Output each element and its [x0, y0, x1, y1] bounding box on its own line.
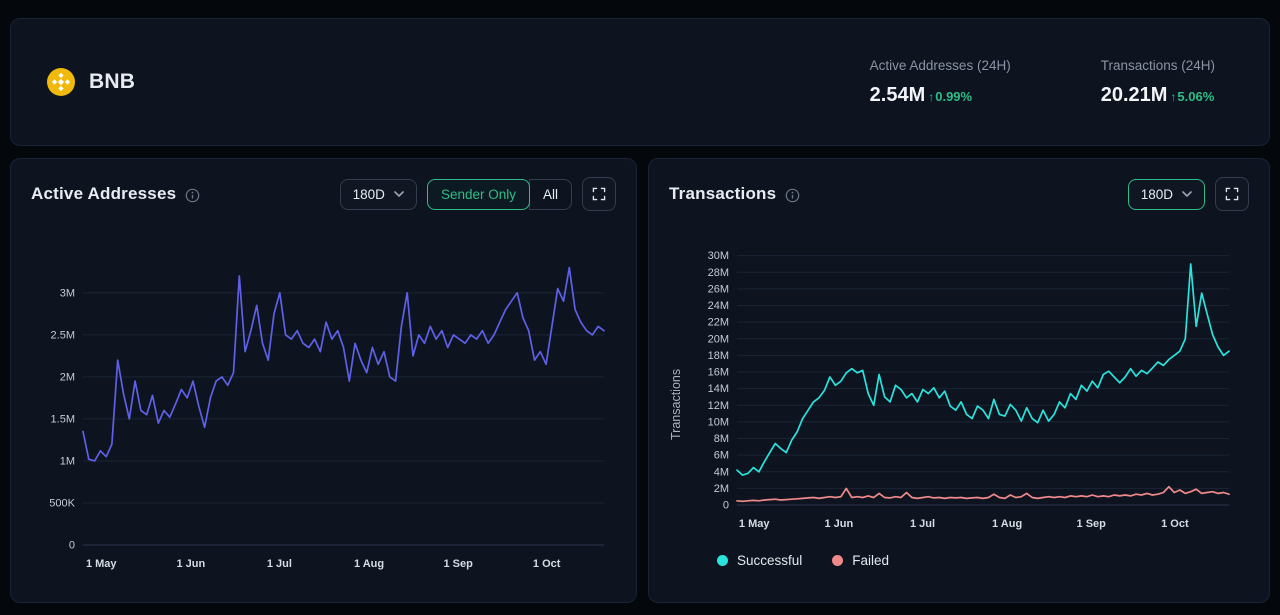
svg-text:8M: 8M	[714, 433, 729, 445]
active-addresses-card: Active Addresses 180D Sender Only All	[10, 158, 637, 603]
svg-text:2M: 2M	[714, 483, 729, 495]
range-selector-dropdown[interactable]: 180D	[1128, 179, 1205, 210]
svg-text:24M: 24M	[708, 300, 729, 312]
svg-text:1 May: 1 May	[739, 518, 770, 530]
info-icon[interactable]	[785, 188, 800, 203]
transactions-chart[interactable]: 0 2M 4M 6M 8M 10M 12M 14M 16M 18M 20M 22M 24M 26M 28M 3…	[691, 239, 1243, 539]
svg-text:1 Sep: 1 Sep	[443, 558, 473, 570]
metric-change-value: 5.06%	[1177, 89, 1214, 104]
header-metrics: Active Addresses (24H) 2.54M ↑0.99% Tran…	[870, 58, 1239, 107]
sender-filter-toggle: Sender Only All	[427, 179, 572, 210]
svg-text:10M: 10M	[708, 416, 729, 428]
svg-text:12M: 12M	[708, 400, 729, 412]
metric-label: Transactions (24H)	[1101, 58, 1215, 73]
legend-label: Successful	[737, 553, 802, 568]
svg-text:2M: 2M	[60, 371, 75, 383]
dashboard-page: BNB Active Addresses (24H) 2.54M ↑0.99% …	[0, 0, 1280, 613]
metric-active-addresses: Active Addresses (24H) 2.54M ↑0.99%	[870, 58, 1011, 107]
coin-name: BNB	[89, 70, 135, 94]
svg-text:14M: 14M	[708, 383, 729, 395]
metric-label: Active Addresses (24H)	[870, 58, 1011, 73]
range-selector-dropdown[interactable]: 180D	[340, 179, 417, 210]
svg-text:1 Oct: 1 Oct	[1161, 518, 1189, 530]
svg-text:1 Jul: 1 Jul	[910, 518, 935, 530]
range-selector-value: 180D	[1141, 187, 1173, 202]
svg-text:26M: 26M	[708, 283, 729, 295]
svg-text:1 Jun: 1 Jun	[176, 558, 205, 570]
metric-change: ↑0.99%	[928, 89, 972, 104]
active-addresses-chart[interactable]: 0 500K 1M 1.5M 2M 2.5M 3M 1 May 1 Jun 1 Jul 1 Aug 1…	[31, 239, 616, 585]
fullscreen-icon	[1224, 186, 1240, 202]
svg-text:2.5M: 2.5M	[51, 329, 75, 341]
svg-text:500K: 500K	[49, 497, 75, 509]
y-axis-title: Transactions	[669, 239, 691, 539]
transactions-card: Transactions 180D Transactions	[648, 158, 1270, 603]
svg-text:30M: 30M	[708, 250, 729, 262]
svg-text:20M: 20M	[708, 333, 729, 345]
svg-text:1 Aug: 1 Aug	[354, 558, 384, 570]
legend-successful[interactable]: Successful	[717, 553, 802, 568]
chevron-down-icon	[1182, 191, 1192, 197]
range-selector-value: 180D	[353, 187, 385, 202]
card-title: Active Addresses	[31, 184, 176, 204]
svg-text:0: 0	[723, 500, 729, 512]
svg-text:28M: 28M	[708, 267, 729, 279]
metric-transactions: Transactions (24H) 20.21M ↑5.06%	[1101, 58, 1215, 107]
bnb-coin-icon	[47, 68, 75, 96]
svg-text:1 Jul: 1 Jul	[267, 558, 292, 570]
card-title: Transactions	[669, 184, 776, 204]
failed-dot-icon	[832, 555, 843, 566]
fullscreen-button[interactable]	[1215, 177, 1249, 211]
metric-change-value: 0.99%	[935, 89, 972, 104]
legend-label: Failed	[852, 553, 889, 568]
svg-text:3M: 3M	[60, 287, 75, 299]
svg-text:22M: 22M	[708, 317, 729, 329]
svg-text:1 May: 1 May	[86, 558, 117, 570]
svg-text:18M: 18M	[708, 350, 729, 362]
svg-text:1 Oct: 1 Oct	[533, 558, 561, 570]
chart-legend: Successful Failed	[717, 553, 1249, 568]
up-arrow-icon: ↑	[928, 90, 934, 104]
toggle-sender-only[interactable]: Sender Only	[427, 179, 530, 210]
up-arrow-icon: ↑	[1170, 90, 1176, 104]
metric-change: ↑5.06%	[1170, 89, 1214, 104]
charts-row: Active Addresses 180D Sender Only All	[10, 158, 1270, 603]
successful-dot-icon	[717, 555, 728, 566]
legend-failed[interactable]: Failed	[832, 553, 889, 568]
svg-text:1 Aug: 1 Aug	[992, 518, 1022, 530]
svg-text:1 Sep: 1 Sep	[1077, 518, 1107, 530]
metric-value: 20.21M	[1101, 84, 1168, 107]
chevron-down-icon	[394, 191, 404, 197]
coin-header: BNB Active Addresses (24H) 2.54M ↑0.99% …	[10, 18, 1270, 146]
svg-text:6M: 6M	[714, 450, 729, 462]
svg-text:1M: 1M	[60, 455, 75, 467]
fullscreen-button[interactable]	[582, 177, 616, 211]
metric-value: 2.54M	[870, 84, 926, 107]
svg-text:1 Jun: 1 Jun	[824, 518, 853, 530]
svg-text:4M: 4M	[714, 466, 729, 478]
info-icon[interactable]	[185, 188, 200, 203]
svg-text:16M: 16M	[708, 367, 729, 379]
svg-text:1.5M: 1.5M	[51, 413, 75, 425]
fullscreen-icon	[591, 186, 607, 202]
coin-title-group: BNB	[47, 68, 135, 96]
svg-text:0: 0	[69, 540, 75, 552]
toggle-all[interactable]: All	[529, 179, 572, 210]
